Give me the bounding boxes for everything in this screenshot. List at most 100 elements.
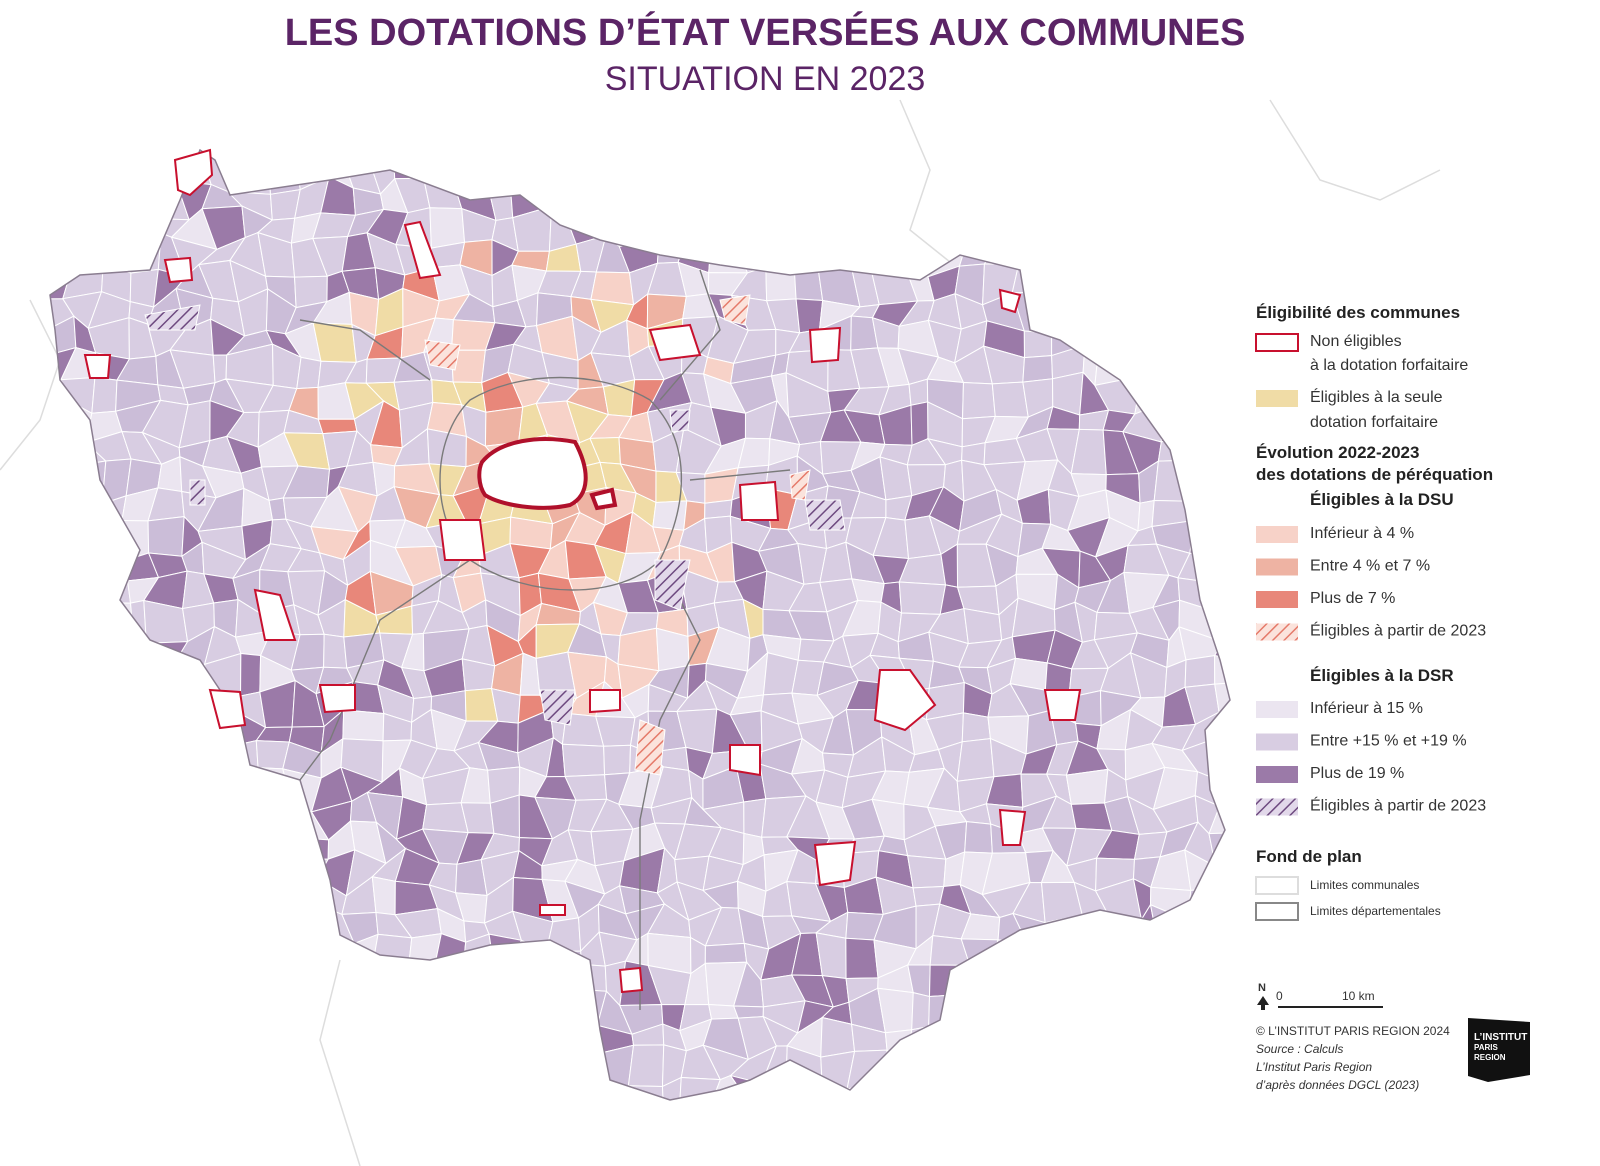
commune <box>1158 1107 1185 1133</box>
commune <box>1157 945 1198 973</box>
commune <box>708 233 749 274</box>
legend-label: Limites départementales <box>1310 904 1441 918</box>
commune <box>50 585 78 614</box>
commune <box>488 1102 523 1137</box>
commune <box>400 1019 442 1046</box>
commune <box>50 968 71 1002</box>
commune <box>323 937 355 962</box>
commune <box>943 150 972 161</box>
commune <box>149 1108 182 1139</box>
commune <box>1218 346 1230 390</box>
commune <box>50 938 69 979</box>
commune <box>815 205 850 250</box>
commune <box>1104 933 1134 981</box>
legend-swatch <box>1255 876 1299 895</box>
commune <box>323 633 348 669</box>
commune <box>770 150 807 168</box>
commune <box>57 865 98 896</box>
commune <box>198 736 244 773</box>
commune <box>283 1099 329 1100</box>
commune <box>1074 191 1114 218</box>
commune <box>1041 153 1087 194</box>
commune <box>60 376 96 415</box>
commune <box>120 1003 162 1025</box>
map <box>0 99 1441 1166</box>
commune <box>371 876 396 916</box>
commune <box>1023 330 1053 359</box>
commune <box>170 912 208 947</box>
commune <box>736 150 777 167</box>
commune <box>171 765 219 812</box>
commune <box>122 904 161 946</box>
commune <box>1049 1073 1082 1100</box>
commune <box>1067 967 1109 996</box>
commune <box>490 987 525 1035</box>
commune <box>886 214 914 240</box>
commune <box>1039 967 1072 994</box>
commune <box>1105 150 1142 167</box>
commune <box>283 1080 327 1100</box>
commune <box>705 1099 749 1100</box>
commune <box>509 177 553 219</box>
commune <box>295 150 329 154</box>
commune <box>50 459 74 497</box>
commune <box>1042 190 1080 218</box>
commune <box>50 876 78 921</box>
commune <box>1070 275 1110 295</box>
commune <box>67 973 98 990</box>
commune <box>1264 656 1306 698</box>
commune <box>50 708 79 756</box>
commune <box>1214 605 1230 643</box>
commune <box>1129 1020 1165 1056</box>
commune <box>1154 1049 1188 1090</box>
commune <box>627 1044 665 1087</box>
commune <box>1224 260 1230 290</box>
commune <box>295 1017 325 1055</box>
commune <box>841 214 890 250</box>
commune <box>61 689 106 723</box>
commune <box>767 164 807 189</box>
commune <box>982 1055 1029 1093</box>
legend-heading: Fond de plan <box>1256 847 1362 866</box>
commune <box>87 987 123 1025</box>
commune <box>91 690 135 725</box>
commune <box>905 237 935 278</box>
commune <box>1077 208 1111 250</box>
commune <box>1104 1079 1137 1100</box>
commune <box>1264 248 1307 278</box>
commune <box>816 155 848 190</box>
commune <box>208 853 234 894</box>
legend-label: Inférieur à 4 % <box>1310 525 1414 542</box>
commune <box>1179 1111 1218 1143</box>
commune <box>561 743 606 778</box>
commune <box>1193 487 1214 529</box>
commune <box>1212 288 1230 336</box>
commune <box>156 881 186 919</box>
commune <box>1150 999 1191 1037</box>
commune <box>703 150 749 197</box>
legend-label: Non éligibles <box>1310 333 1402 350</box>
commune <box>1049 270 1082 293</box>
commune <box>962 381 996 420</box>
commune <box>1240 1109 1276 1137</box>
commune <box>311 1044 349 1082</box>
commune <box>991 381 1029 418</box>
commune <box>1208 468 1230 492</box>
commune <box>789 232 818 264</box>
commune <box>1160 402 1197 443</box>
commune <box>513 1057 550 1085</box>
commune <box>230 767 267 810</box>
commune <box>1156 150 1189 187</box>
commune <box>1019 150 1058 158</box>
commune <box>1050 290 1072 335</box>
commune <box>64 1108 88 1132</box>
commune <box>789 205 830 246</box>
legend-label: Entre 4 % et 7 % <box>1310 558 1430 575</box>
legend-label: Entre +15 % et +19 % <box>1310 733 1467 750</box>
commune <box>1065 768 1109 805</box>
legend-heading: Évolution 2022-2023 <box>1256 443 1419 462</box>
commune <box>1184 655 1216 688</box>
commune <box>1109 186 1141 210</box>
commune <box>901 155 945 183</box>
commune <box>1130 937 1165 981</box>
